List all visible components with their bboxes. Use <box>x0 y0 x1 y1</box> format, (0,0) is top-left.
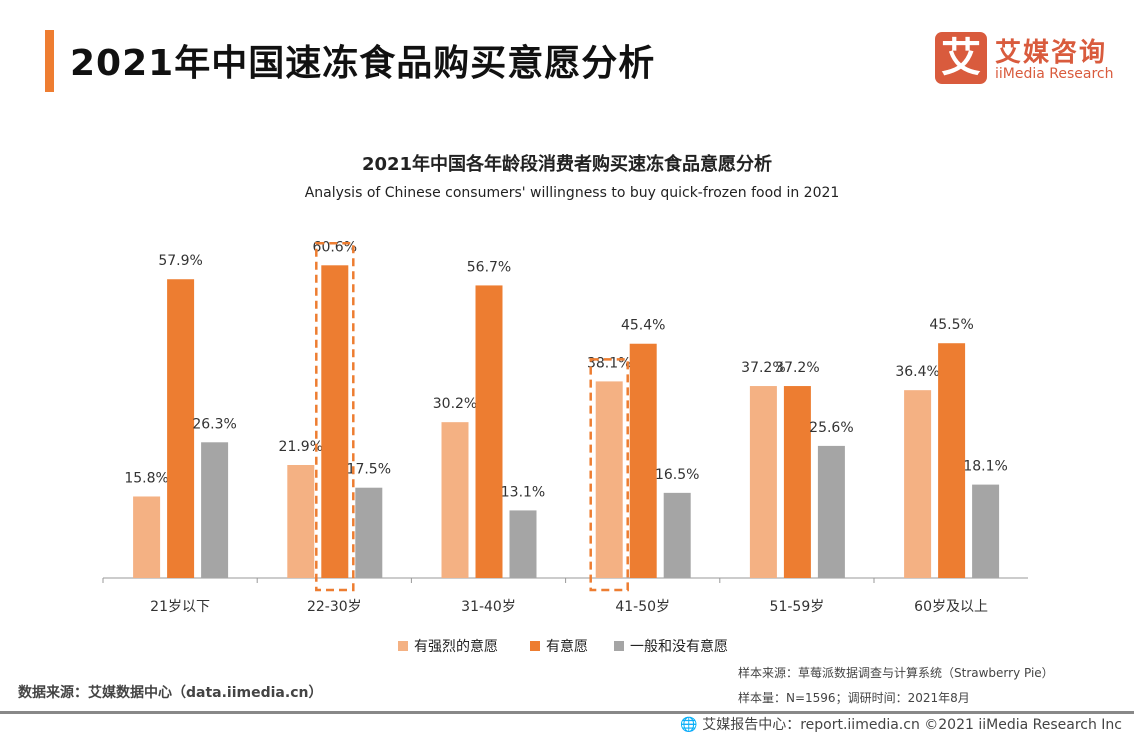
legend-item-none: 一般和没有意愿 <box>614 636 728 656</box>
logo-text-en: iiMedia Research <box>995 66 1114 82</box>
x-tick-label: 22-30岁 <box>307 599 362 615</box>
bar <box>321 265 349 578</box>
bar <box>287 464 315 578</box>
sample-source: 样本来源：草莓派数据调查与计算系统（Strawberry Pie） <box>738 666 1054 680</box>
bar <box>133 496 161 578</box>
footer-divider <box>0 711 1134 714</box>
bar <box>629 343 657 578</box>
legend-swatch <box>398 641 408 651</box>
data-label: 37.2% <box>775 360 819 376</box>
x-tick-label: 31-40岁 <box>461 599 516 615</box>
bar <box>167 279 195 578</box>
data-label: 15.8% <box>124 470 168 486</box>
chart-title: 2021年中国各年龄段消费者购买速冻食品意愿分析 <box>361 154 773 175</box>
data-label: 30.2% <box>433 396 477 412</box>
data-label: 37.2% <box>741 360 785 376</box>
legend-item-willing: 有意愿 <box>530 636 588 656</box>
legend-swatch <box>614 641 624 651</box>
bar <box>509 510 537 578</box>
globe-icon: 🌐 <box>680 717 698 733</box>
highlight-box <box>589 358 629 592</box>
data-label: 38.1% <box>587 355 631 371</box>
data-label: 60.6% <box>313 239 357 255</box>
data-label: 18.1% <box>963 459 1007 475</box>
legend-label: 有强烈的意愿 <box>414 639 498 655</box>
data-label: 26.3% <box>192 416 236 432</box>
bar <box>475 285 503 578</box>
data-label: 16.5% <box>655 467 699 483</box>
logo-icon: 艾 <box>935 32 987 84</box>
sample-size: 样本量：N=1596；调研时间：2021年8月 <box>738 691 970 705</box>
data-label: 13.1% <box>501 484 545 500</box>
page-title: 2021年中国速冻食品购买意愿分析 <box>70 43 656 84</box>
chart-subtitle: Analysis of Chinese consumers' willingne… <box>304 185 840 201</box>
data-source: 数据来源：艾媒数据中心（data.iimedia.cn） <box>18 685 323 701</box>
legend-label: 一般和没有意愿 <box>630 639 728 655</box>
bar <box>817 445 845 578</box>
legend-item-strong: 有强烈的意愿 <box>398 636 498 656</box>
logo-text-cn: 艾媒咨询 <box>995 38 1108 68</box>
bar <box>595 381 623 578</box>
x-tick-label: 21岁以下 <box>150 599 210 615</box>
bar <box>749 386 777 578</box>
copyright-text: 艾媒报告中心：report.iimedia.cn ©2021 iiMedia R… <box>702 717 1122 733</box>
x-tick-label: 60岁及以上 <box>914 599 988 615</box>
highlight-box <box>315 242 355 592</box>
bar <box>355 487 383 578</box>
bar <box>441 422 469 578</box>
data-label: 45.4% <box>621 318 665 334</box>
legend-label: 有意愿 <box>546 639 588 655</box>
data-label: 56.7% <box>467 259 511 275</box>
copyright: 🌐 艾媒报告中心：report.iimedia.cn ©2021 iiMedia… <box>680 714 1122 734</box>
data-label: 45.5% <box>929 317 973 333</box>
bar <box>663 492 691 578</box>
legend-swatch <box>530 641 540 651</box>
bar <box>201 442 229 578</box>
data-label: 25.6% <box>809 420 853 436</box>
bar <box>783 386 811 578</box>
title-accent-bar <box>45 30 54 92</box>
bar <box>904 390 932 578</box>
data-label: 36.4% <box>895 364 939 380</box>
data-label: 21.9% <box>279 439 323 455</box>
x-tick-label: 51-59岁 <box>770 599 825 615</box>
bar <box>972 484 1000 578</box>
bar <box>938 343 966 578</box>
data-label: 57.9% <box>158 253 202 269</box>
data-label: 17.5% <box>347 462 391 478</box>
x-tick-label: 41-50岁 <box>615 599 670 615</box>
